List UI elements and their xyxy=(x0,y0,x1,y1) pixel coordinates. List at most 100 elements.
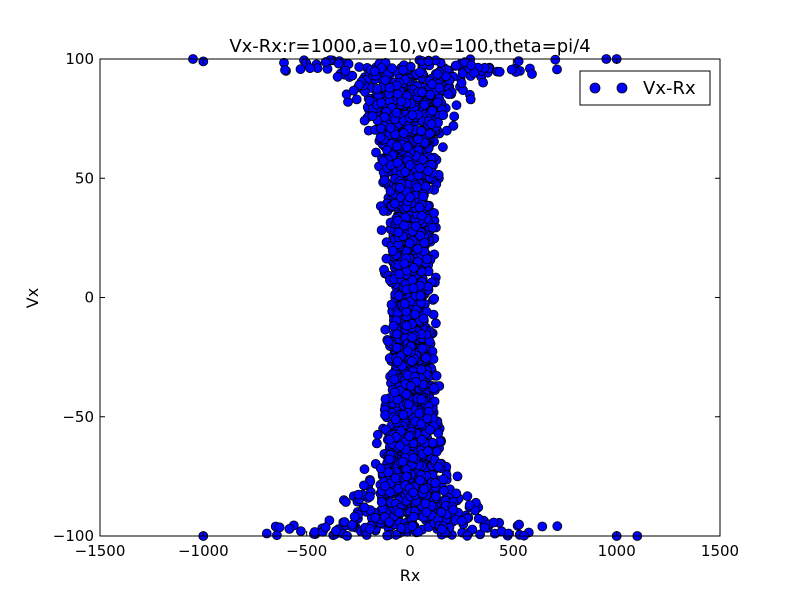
scatter-point xyxy=(431,370,442,381)
scatter-point xyxy=(410,221,421,232)
scatter-point xyxy=(401,320,412,331)
x-tick-label: −1000 xyxy=(178,542,229,560)
scatter-point xyxy=(527,69,537,79)
scatter-point xyxy=(369,66,380,77)
scatter-point xyxy=(372,429,383,440)
scatter-point xyxy=(383,467,394,478)
scatter-point xyxy=(433,462,444,472)
scatter-point xyxy=(391,329,402,340)
scatter-point xyxy=(295,64,306,75)
chart-title: Vx-Rx:r=1000,a=10,v0=100,theta=pi/4 xyxy=(229,36,590,57)
scatter-point xyxy=(415,163,426,173)
y-tick-label: −100 xyxy=(53,527,94,545)
legend-box xyxy=(579,70,711,106)
scatter-points-layer xyxy=(188,54,643,541)
scatter-point xyxy=(402,346,413,357)
scatter-point xyxy=(388,320,399,331)
scatter-point xyxy=(423,281,434,292)
scatter-point xyxy=(398,409,409,420)
scatter-point xyxy=(443,89,454,100)
scatter-point xyxy=(427,437,438,448)
scatter-point xyxy=(401,389,412,400)
scatter-point xyxy=(364,524,375,534)
scatter-point xyxy=(452,471,463,482)
scatter-point xyxy=(448,120,459,131)
x-axis-title: Rx xyxy=(400,566,421,585)
scatter-point xyxy=(421,507,432,518)
scatter-point xyxy=(376,225,387,236)
scatter-point xyxy=(430,318,441,329)
scatter-point xyxy=(359,502,370,513)
scatter-point xyxy=(466,60,477,71)
scatter-point xyxy=(438,474,449,485)
scatter-point xyxy=(424,128,435,139)
scatter-point xyxy=(412,182,423,193)
scatter-point xyxy=(407,521,418,532)
scatter-point xyxy=(422,254,433,265)
y-tick-label: 50 xyxy=(75,169,94,187)
scatter-point xyxy=(383,336,394,347)
x-tick-label: 500 xyxy=(499,542,528,560)
scatter-point xyxy=(386,299,397,310)
scatter-point xyxy=(425,89,436,100)
scatter-point xyxy=(417,210,427,221)
scatter-point xyxy=(380,410,390,420)
scatter-point xyxy=(384,82,395,93)
scatter-point xyxy=(418,313,429,324)
scatter-point xyxy=(379,175,390,186)
scatter-point xyxy=(393,227,404,238)
scatter-point xyxy=(370,512,381,523)
scatter-point xyxy=(392,157,403,168)
scatter-point xyxy=(396,96,407,107)
scatter-point xyxy=(417,343,428,354)
scatter-point xyxy=(280,65,290,75)
scatter-point xyxy=(408,487,419,498)
scatter-point xyxy=(399,258,410,269)
x-tick-label: 1000 xyxy=(598,542,636,560)
scatter-point xyxy=(479,522,490,533)
scatter-point xyxy=(261,528,272,539)
scatter-point xyxy=(347,70,358,81)
scatter-point xyxy=(475,529,486,540)
scatter-point xyxy=(406,356,417,367)
scatter-point xyxy=(385,123,396,133)
scatter-point xyxy=(309,527,320,537)
scatter-point xyxy=(434,82,445,93)
legend-label: Vx-Rx xyxy=(643,78,696,99)
scatter-point xyxy=(372,84,383,94)
x-tick-label: −500 xyxy=(286,542,327,560)
scatter-point xyxy=(367,111,378,122)
scatter-point xyxy=(450,60,461,71)
scatter-point xyxy=(378,206,389,216)
scatter-point xyxy=(271,530,282,541)
scatter-point xyxy=(340,66,351,76)
scatter-point xyxy=(408,452,419,463)
scatter-point xyxy=(418,191,429,202)
scatter-point xyxy=(387,246,398,256)
scatter-point xyxy=(404,431,415,442)
scatter-point xyxy=(436,507,447,518)
scatter-point xyxy=(359,464,370,475)
scatter-point xyxy=(351,94,362,105)
scatter-point xyxy=(397,456,408,467)
scatter-point xyxy=(421,353,431,363)
scatter-point xyxy=(392,141,403,152)
legend-marker xyxy=(616,82,628,94)
scatter-point xyxy=(392,215,403,226)
scatter-point xyxy=(332,71,343,82)
scatter-point xyxy=(402,142,413,153)
scatter-point xyxy=(284,524,295,534)
scatter-point xyxy=(392,356,403,367)
scatter-point xyxy=(384,454,395,465)
scatter-point xyxy=(399,298,410,309)
x-axis: −1500 −1000 −500 0 500 1000 1500 xyxy=(75,59,739,560)
scatter-point xyxy=(400,167,411,178)
scatter-point xyxy=(415,290,426,301)
scatter-point xyxy=(488,517,499,528)
scatter-point xyxy=(379,112,390,122)
scatter-point xyxy=(390,414,401,425)
y-tick-label: 100 xyxy=(65,50,94,68)
scatter-point xyxy=(438,110,449,121)
scatter-point xyxy=(478,77,489,88)
scatter-point xyxy=(331,526,341,536)
